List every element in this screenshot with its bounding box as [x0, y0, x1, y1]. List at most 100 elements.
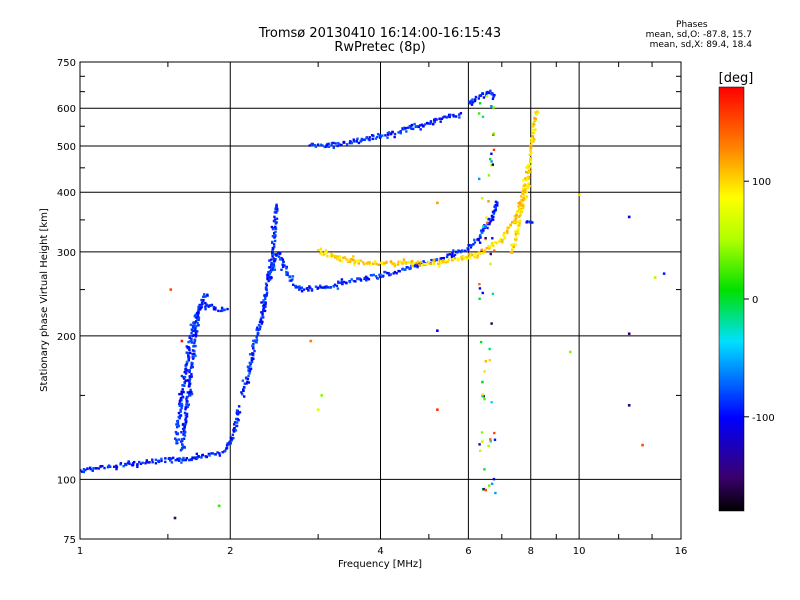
trace-point — [528, 164, 532, 168]
trace-point — [438, 262, 441, 265]
trace-point — [340, 260, 343, 263]
trace-point — [188, 458, 192, 462]
trace-point — [261, 309, 265, 313]
trace-point — [412, 261, 415, 265]
trace-point — [440, 257, 443, 260]
trace-point — [458, 116, 461, 119]
trace-point — [442, 260, 446, 263]
trace-point — [184, 458, 187, 462]
trace-point — [529, 146, 533, 150]
trace-point — [513, 215, 516, 218]
trace-point — [494, 208, 497, 212]
trace-point — [521, 206, 525, 210]
trace-point — [467, 243, 470, 247]
trace-point — [187, 403, 191, 406]
trace-point — [276, 253, 279, 256]
trace-point — [151, 458, 154, 461]
scatter-point — [173, 516, 177, 520]
trace-point — [453, 256, 457, 260]
trace-point — [193, 328, 197, 332]
trace-point — [188, 369, 191, 372]
trace-point — [235, 421, 239, 424]
trace-point — [197, 308, 200, 312]
trace-point — [194, 320, 198, 323]
trace-point — [279, 251, 282, 254]
trace-point — [494, 200, 498, 203]
trace-point — [442, 256, 446, 260]
trace-point — [154, 458, 158, 462]
trace-point — [115, 466, 118, 469]
trace-point — [495, 202, 499, 205]
trace-point — [452, 257, 455, 261]
trace-point — [223, 308, 226, 311]
trace-point — [338, 281, 342, 285]
trace-point — [194, 335, 198, 338]
trace-point — [190, 341, 194, 344]
trace-point — [188, 351, 192, 355]
trace-point — [497, 240, 501, 243]
trace-point — [376, 135, 379, 139]
trace-point — [92, 467, 95, 470]
scatter-point — [169, 288, 173, 291]
trace-point — [439, 120, 442, 123]
trace-point — [476, 254, 480, 257]
trace-point — [184, 379, 187, 383]
trace-point — [214, 306, 217, 310]
trace-point — [492, 148, 496, 152]
trace-point — [420, 262, 424, 266]
trace-point — [517, 215, 520, 219]
trace-point — [471, 253, 474, 257]
trace-point — [493, 249, 496, 252]
trace-point — [332, 285, 335, 288]
trace-point — [263, 297, 267, 301]
trace-point — [232, 430, 236, 433]
trace-point — [178, 404, 181, 408]
trace-point — [401, 127, 404, 131]
trace-point — [477, 251, 481, 254]
trace-point — [481, 251, 484, 254]
trace-point — [275, 221, 278, 224]
trace-point — [164, 457, 167, 460]
trace-point — [203, 293, 206, 296]
trace-point — [534, 117, 537, 121]
trace-point — [349, 140, 352, 143]
trace-point — [450, 253, 454, 257]
trace-point — [387, 131, 391, 134]
x-tick-label: 4 — [377, 546, 383, 557]
trace-point — [180, 443, 184, 446]
trace-point — [202, 298, 205, 302]
trace-point — [492, 106, 495, 109]
trace-point — [468, 257, 471, 260]
trace-point — [271, 241, 274, 245]
trace-point — [343, 256, 347, 259]
trace-point — [254, 339, 257, 342]
trace-point — [367, 261, 370, 264]
trace-point — [179, 440, 183, 443]
trace-point — [91, 469, 94, 472]
trace-point — [320, 250, 323, 253]
trace-point — [192, 321, 195, 324]
trace-point — [372, 262, 375, 266]
trace-point — [481, 395, 484, 398]
trace-point — [261, 311, 264, 315]
trace-point — [488, 91, 491, 95]
trace-point — [248, 369, 252, 373]
trace-point — [507, 226, 510, 229]
trace-point — [271, 255, 274, 258]
trace-point — [186, 405, 190, 408]
trace-point — [410, 123, 414, 127]
trace-point — [489, 220, 492, 223]
trace-point — [330, 141, 334, 145]
x-tick-label: 2 — [227, 546, 233, 557]
y-tick-label: 100 — [57, 475, 76, 486]
trace-point — [346, 259, 350, 263]
trace-point — [268, 259, 271, 262]
trace-point — [244, 377, 248, 380]
trace-point — [193, 322, 196, 325]
trace-point — [488, 347, 491, 351]
trace-point — [534, 111, 537, 114]
trace-point — [444, 259, 448, 263]
trace-point — [193, 349, 196, 353]
trace-point — [302, 288, 306, 291]
trace-point — [473, 99, 477, 103]
